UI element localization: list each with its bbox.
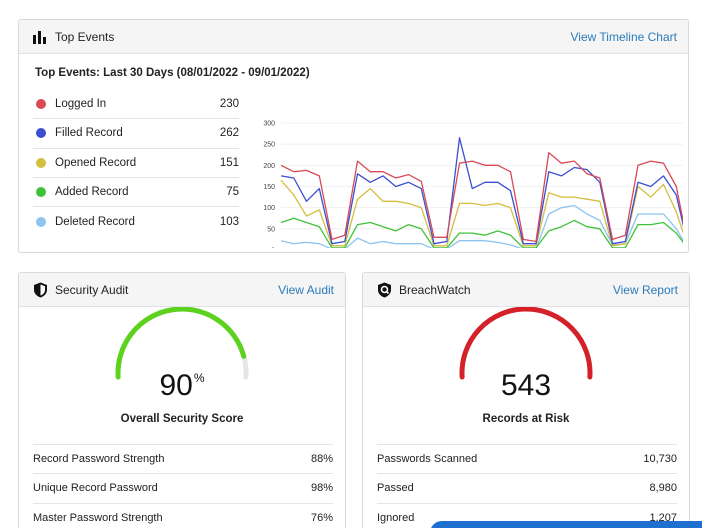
legend-label: Deleted Record xyxy=(55,215,135,228)
security-audit-title: Security Audit xyxy=(55,282,129,297)
legend-value: 103 xyxy=(219,215,239,228)
stat-value: 88% xyxy=(310,453,333,466)
y-tick-label: 50 xyxy=(267,226,275,233)
top-events-title: Top Events xyxy=(55,29,115,44)
series-line-logged-in[interactable] xyxy=(280,151,683,248)
stat-row: Master Password Strength 76% xyxy=(33,502,333,528)
breachwatch-shield-icon xyxy=(375,281,393,299)
security-score: 90% xyxy=(159,369,205,402)
breachwatch-stats: Passwords Scanned 10,730 Passed 8,980 Ig… xyxy=(377,444,677,528)
view-report-link[interactable]: View Report xyxy=(612,282,678,297)
stat-row: Passwords Scanned 10,730 xyxy=(377,444,677,473)
gauge-fill xyxy=(459,307,593,380)
stat-value: 76% xyxy=(310,511,333,524)
top-events-card: Top Events View Timeline Chart Top Event… xyxy=(18,19,689,253)
stat-row: Unique Record Password 98% xyxy=(33,473,333,502)
view-audit-link[interactable]: View Audit xyxy=(278,282,334,297)
stat-row: Passed 8,980 xyxy=(377,473,677,502)
events-line-chart[interactable]: 050100150200250300Aug 1Aug 7Aug 15Aug 22… xyxy=(243,98,683,248)
security-audit-card: Security Audit View Audit 90% Overall Se… xyxy=(18,272,346,528)
stat-row: Record Password Strength 88% xyxy=(33,444,333,473)
series-line-filled-record[interactable] xyxy=(280,137,683,248)
stat-label: Record Password Strength xyxy=(33,453,165,466)
top-events-subtitle: Top Events: Last 30 Days (08/01/2022 - 0… xyxy=(35,67,310,79)
security-audit-header: Security Audit View Audit xyxy=(19,273,345,307)
stat-label: Passed xyxy=(377,482,414,495)
y-tick-label: 300 xyxy=(263,121,275,128)
breachwatch-card: BreachWatch View Report 543 Records at R… xyxy=(362,272,690,528)
legend-dot xyxy=(36,216,46,227)
gauge-track xyxy=(115,307,249,380)
stat-label: Ignored xyxy=(377,511,415,524)
legend-item-deleted-record[interactable]: Deleted Record 103 xyxy=(33,207,239,236)
records-at-risk-caption: Records at Risk xyxy=(482,413,570,425)
stat-value: 10,730 xyxy=(643,453,677,466)
legend-dot xyxy=(36,128,46,139)
legend-item-opened-record[interactable]: Opened Record 151 xyxy=(33,149,239,178)
stat-label: Passwords Scanned xyxy=(377,453,478,466)
stat-value: 8,980 xyxy=(649,482,677,495)
legend-label: Added Record xyxy=(55,186,129,199)
top-events-header: Top Events View Timeline Chart xyxy=(19,20,688,54)
legend-item-added-record[interactable]: Added Record 75 xyxy=(33,178,239,208)
y-tick-label: 250 xyxy=(263,142,275,149)
bar-chart-icon xyxy=(31,28,49,46)
legend-value: 75 xyxy=(226,186,239,199)
event-legend: Logged In 230 Filled Record 262 Opened R… xyxy=(33,90,239,236)
stat-label: Unique Record Password xyxy=(33,482,158,495)
legend-label: Filled Record xyxy=(55,127,123,140)
breachwatch-title: BreachWatch xyxy=(399,282,471,297)
legend-label: Opened Record xyxy=(55,156,137,169)
breachwatch-header: BreachWatch View Report xyxy=(363,273,689,307)
y-tick-label: 100 xyxy=(263,205,275,212)
stat-row: Ignored 1,207 xyxy=(377,502,677,528)
security-score-caption: Overall Security Score xyxy=(120,413,244,425)
legend-dot xyxy=(36,157,46,168)
y-tick-label: 150 xyxy=(263,184,275,191)
stat-value: 1,207 xyxy=(649,511,677,524)
security-stats: Record Password Strength 88% Unique Reco… xyxy=(33,444,333,528)
stat-label: Master Password Strength xyxy=(33,511,163,524)
score-unit: % xyxy=(193,371,205,385)
records-at-risk-count: 543 xyxy=(500,369,552,402)
series-line-added-record[interactable] xyxy=(280,217,683,248)
shield-icon xyxy=(31,281,49,299)
legend-item-filled-record[interactable]: Filled Record 262 xyxy=(33,119,239,149)
legend-label: Logged In xyxy=(55,98,107,111)
stat-value: 98% xyxy=(310,482,333,495)
security-score-gauge xyxy=(115,307,249,380)
overlay-bar xyxy=(430,521,702,528)
y-tick-label: 200 xyxy=(263,163,275,170)
series-line-opened-record[interactable] xyxy=(280,179,683,248)
gauge-fill xyxy=(115,307,247,380)
legend-value: 230 xyxy=(219,98,239,111)
legend-value: 151 xyxy=(219,156,239,169)
records-at-risk-gauge xyxy=(459,307,593,380)
legend-dot xyxy=(36,99,46,110)
legend-item-logged-in[interactable]: Logged In 230 xyxy=(33,90,239,120)
legend-dot xyxy=(36,187,46,198)
legend-value: 262 xyxy=(219,127,239,140)
y-tick-label: 0 xyxy=(271,248,275,249)
view-timeline-chart-link[interactable]: View Timeline Chart xyxy=(570,29,678,44)
